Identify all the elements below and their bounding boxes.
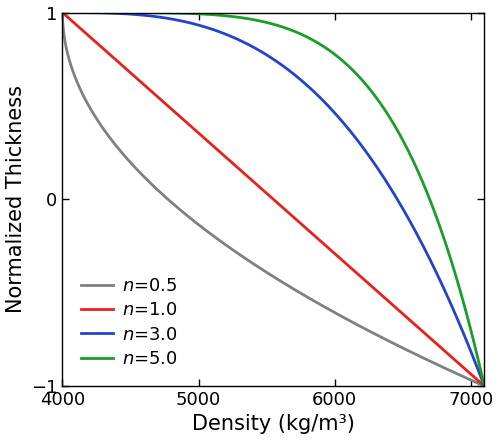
$n$=1.0 [132, 75, 138, 80]
$n$=5.0 [428, 199, 434, 204]
$n$=3.0 [108, 11, 114, 16]
$n$=5.0 [221, 13, 227, 18]
$n$=3.0 [240, 39, 246, 44]
$n$=5.0 [473, 348, 479, 353]
$n$=0.5 [221, 241, 227, 246]
X-axis label: Density (kg/m³): Density (kg/m³) [192, 414, 355, 434]
Y-axis label: Normalized Thickness: Normalized Thickness [6, 85, 25, 313]
$n$=0.5 [482, 383, 488, 389]
Line: $n$=3.0: $n$=3.0 [62, 13, 484, 386]
$n$=3.0 [482, 383, 488, 389]
$n$=3.0 [60, 10, 66, 15]
$n$=5.0 [482, 383, 488, 389]
$n$=1.0 [60, 10, 66, 15]
$n$=1.0 [428, 336, 434, 341]
$n$=3.0 [428, 258, 434, 264]
$n$=1.0 [482, 383, 488, 389]
$n$=3.0 [473, 362, 479, 367]
$n$=5.0 [132, 10, 138, 15]
Legend: $n$=0.5, $n$=1.0, $n$=3.0, $n$=5.0: $n$=0.5, $n$=1.0, $n$=3.0, $n$=5.0 [72, 268, 187, 377]
$n$=3.0 [221, 31, 227, 36]
$n$=1.0 [473, 376, 479, 381]
$n$=3.0 [132, 12, 138, 17]
$n$=0.5 [240, 254, 246, 259]
$n$=0.5 [428, 359, 434, 364]
$n$=5.0 [108, 10, 114, 15]
$n$=1.0 [108, 52, 114, 58]
$n$=0.5 [132, 165, 138, 171]
$n$=5.0 [60, 10, 66, 15]
$n$=1.0 [221, 153, 227, 158]
$n$=5.0 [240, 15, 246, 21]
$n$=1.0 [240, 169, 246, 175]
Line: $n$=1.0: $n$=1.0 [62, 13, 484, 386]
$n$=0.5 [60, 10, 66, 15]
$n$=0.5 [108, 136, 114, 141]
Line: $n$=5.0: $n$=5.0 [62, 13, 484, 386]
Line: $n$=0.5: $n$=0.5 [62, 13, 484, 386]
$n$=0.5 [473, 380, 479, 385]
